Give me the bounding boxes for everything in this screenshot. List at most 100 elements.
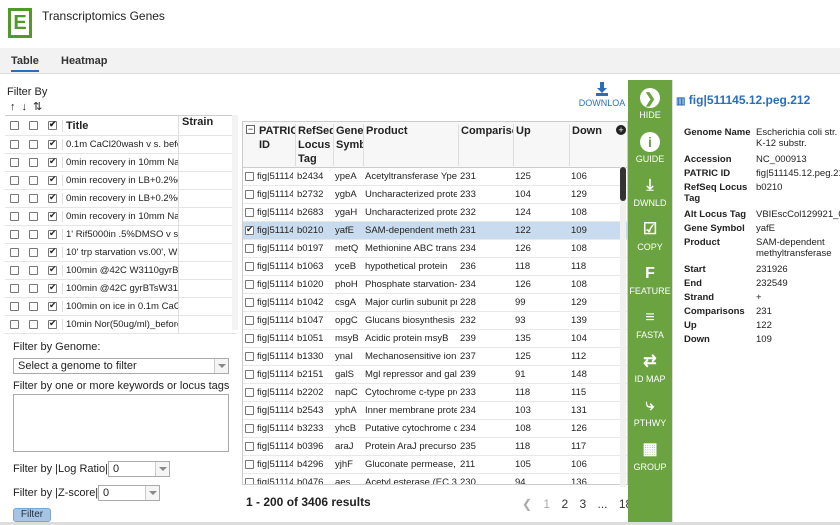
table-row[interactable]: fig|51114 b0210 yafE SAM-dependent methy231… [243,222,627,240]
comparison-checkbox-1[interactable] [10,248,19,257]
comparison-checkbox-2[interactable] [29,230,38,239]
table-row[interactable]: fig|51114 b1051 msyB Acidic protein msyB 239… [243,330,627,348]
table-row[interactable]: fig|51114 b2434 ypeA Acetyltransferase YpeA… [243,168,627,186]
tab-heatmap[interactable]: Heatmap [61,55,108,67]
comparison-row[interactable]: 0min recovery in 10mm Na-p [5,208,237,226]
guide-button[interactable]: i GUIDE [628,132,672,164]
comparison-checkbox-2[interactable] [29,176,38,185]
row-checkbox[interactable] [245,208,254,217]
tab-table[interactable]: Table [11,55,39,72]
prev-page-icon[interactable]: ❮ [522,497,533,511]
strain-column-header[interactable]: Strain [177,116,237,135]
comparison-row[interactable]: 1' Rif5000in .5%DMSO v s.0 [5,226,237,244]
comparison-checkbox-2[interactable] [29,266,38,275]
zscore-select[interactable]: 0 [98,485,160,501]
row-checkbox[interactable] [245,280,254,289]
table-row[interactable]: fig|51114 b0396 araJ Protein AraJ precursor… [243,438,627,456]
up-header[interactable]: Up [513,124,569,166]
comparison-checkbox-2[interactable] [29,320,38,329]
table-row[interactable]: fig|51114 b1330 ynaI Mechanosensitive ion c… [243,348,627,366]
row-checkbox[interactable] [245,190,254,199]
comparison-checkbox-2[interactable] [29,212,38,221]
page-2[interactable]: 2 [561,497,569,511]
table-row[interactable]: fig|51114 b1047 opgC Glucans biosynthesis p… [243,312,627,330]
comparison-checkbox-1[interactable] [10,140,19,149]
table-row[interactable]: fig|51114 b1063 yceB hypothetical protein 23… [243,258,627,276]
table-row[interactable]: fig|51114 b2151 galS Mgl repressor and gala… [243,366,627,384]
comparison-checkbox-2[interactable] [29,194,38,203]
table-row[interactable]: fig|51114 b2543 yphA Inner membrane protei 2… [243,402,627,420]
row-checkbox[interactable] [245,334,254,343]
down-header[interactable]: Down [569,124,625,166]
comparison-checkbox-3[interactable] [48,174,57,185]
comparison-checkbox-3[interactable] [48,138,57,149]
dwnld-button[interactable]: ⤓ DWNLD [628,176,672,208]
title-column-header[interactable]: Title [62,119,178,132]
row-checkbox[interactable] [245,224,254,235]
comparison-row[interactable]: 100min @42C gyrBTsW3110 [5,280,237,298]
filter-button[interactable]: Filter [13,508,51,522]
comparison-checkbox-1[interactable] [10,176,19,185]
comparison-checkbox-1[interactable] [10,212,19,221]
row-checkbox[interactable] [245,442,254,451]
row-checkbox[interactable] [245,424,254,433]
row-checkbox[interactable] [245,172,254,181]
id-map-button[interactable]: ⇄ ID MAP [628,352,672,384]
comparison-checkbox-3[interactable] [48,318,57,329]
table-row[interactable]: fig|51114 b0476 aes Acetyl esterase (EC 3. 2… [243,474,627,484]
page-1[interactable]: 1 [543,497,551,511]
pthwy-button[interactable]: ⤷ PTHWY [628,396,672,428]
comparison-checkbox-1[interactable] [10,266,19,275]
comparison-row[interactable]: 10min Nor(50ug/ml)_beforeT [5,316,237,334]
fasta-button[interactable]: ≡ FASTA [628,308,672,340]
group-button[interactable]: ▦ GROUP [628,440,672,472]
comparison-row[interactable]: 10' trp starvation vs.00', W31 [5,244,237,262]
row-checkbox[interactable] [245,316,254,325]
comparison-checkbox-1[interactable] [10,320,19,329]
comparison-checkbox-2[interactable] [29,158,38,167]
comparison-checkbox-1[interactable] [10,302,19,311]
row-checkbox[interactable] [245,298,254,307]
comparison-checkbox-1[interactable] [10,230,19,239]
patric-id-header[interactable]: PATRIC ID [259,125,295,151]
comparison-checkbox-3[interactable] [48,282,57,293]
comparison-row[interactable]: 0min recovery in LB+0.2%glu [5,172,237,190]
sort-arrows-icon[interactable]: ↑↓⇅ [10,101,49,113]
select-all-toggle[interactable]: − [246,124,255,134]
comparison-row[interactable]: 0.1m CaCl20wash v s. before [5,136,237,154]
comparisons-scrollbar[interactable] [232,115,238,330]
table-row[interactable]: fig|51114 b1042 csgA Major curlin subunit p… [243,294,627,312]
comparison-checkbox-3[interactable] [48,210,57,221]
comparison-checkbox-3[interactable] [48,246,57,257]
refseq-header[interactable]: RefSeq Locus Tag [295,124,333,166]
comparison-checkbox-3[interactable] [48,228,57,239]
comparison-row[interactable]: 100min on ice in 0.1m CaCl2 [5,298,237,316]
copy-button[interactable]: ☑ COPY [628,220,672,252]
grid-scroll-thumb[interactable] [620,167,626,201]
comparison-checkbox-2[interactable] [29,302,38,311]
comparison-row[interactable]: 100min @42C W3110gyrBwt [5,262,237,280]
row-checkbox[interactable] [245,478,254,484]
page-3[interactable]: 3 [579,497,587,511]
table-row[interactable]: fig|51114 b0197 metQ Methionine ABC transp 2… [243,240,627,258]
table-row[interactable]: fig|51114 b1020 phoH Phosphate starvation-i… [243,276,627,294]
comparison-checkbox-3[interactable] [48,156,57,167]
gene-symbol-header[interactable]: Gene Symbol [333,124,363,166]
header-checkbox-3[interactable] [48,119,57,130]
header-checkbox-2[interactable] [29,121,38,130]
comparisons-header[interactable]: Comparisons [458,124,514,166]
comparison-checkbox-2[interactable] [29,284,38,293]
log-ratio-select[interactable]: 0 [108,461,170,477]
comparison-checkbox-1[interactable] [10,284,19,293]
comparison-checkbox-3[interactable] [48,192,57,203]
comparison-row[interactable]: 0min recovery in LB+0.2%glu [5,190,237,208]
keywords-textarea[interactable] [13,394,229,452]
comparison-checkbox-2[interactable] [29,248,38,257]
comparison-checkbox-3[interactable] [48,264,57,275]
table-row[interactable]: fig|51114 b2202 napC Cytochrome c-type pro 2… [243,384,627,402]
row-checkbox[interactable] [245,370,254,379]
row-checkbox[interactable] [245,388,254,397]
feature-button[interactable]: F FEATURE [628,264,672,296]
